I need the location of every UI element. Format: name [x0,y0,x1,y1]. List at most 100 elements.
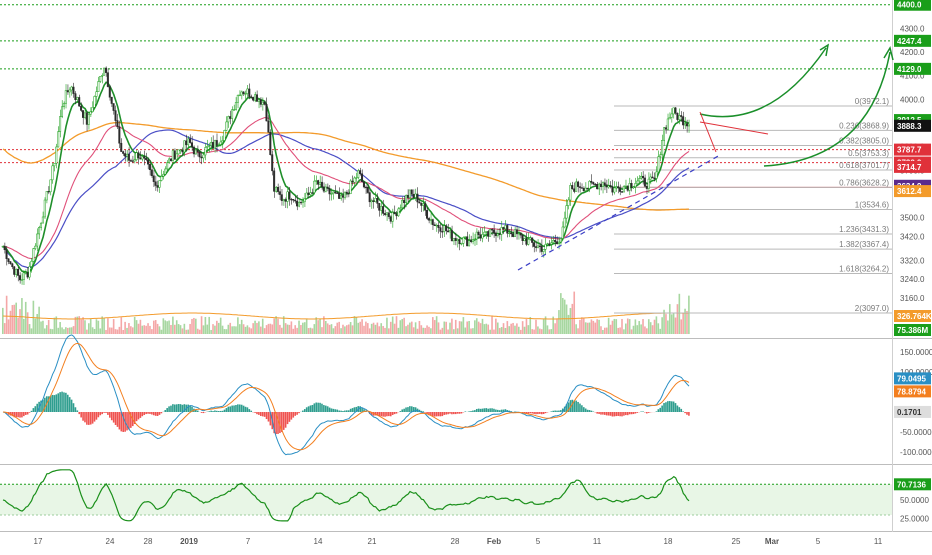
candle-body [342,195,344,197]
macd-histogram-bar [459,412,461,414]
candle-body [331,194,333,195]
macd-histogram-bar [256,412,258,414]
volume-bar [187,330,189,334]
volume-bar [69,328,71,334]
volume-bar [195,319,197,334]
candle-body [8,259,10,262]
macd-histogram-bar [212,411,214,412]
candle-body [443,226,445,232]
macd-histogram-bar [577,402,579,412]
candle-body [549,244,551,245]
candle-body [2,246,4,247]
volume-bar [312,328,314,334]
fib-label: 1.236(3431.3) [839,225,889,234]
volume-bar [386,318,388,334]
volume-bar [472,328,474,334]
candle-body [176,154,178,159]
candle-body [573,189,575,192]
macd-histogram-bar [96,412,98,420]
price-tag: 4247.4 [897,37,922,46]
volume-bar [677,304,679,334]
volume-bar [658,323,660,334]
volume-bar [528,325,530,334]
candle-body [77,97,79,99]
candle-body [409,190,411,198]
macd-histogram-bar [268,412,270,422]
macd-histogram-bar [117,412,119,427]
macd-histogram-bar [241,405,243,412]
macd-histogram-bar [449,412,451,414]
volume-bar [612,321,614,334]
candle-body [612,187,614,192]
macd-histogram-bar [380,412,382,416]
candle-body [426,210,428,218]
macd-histogram-bar [260,412,262,416]
volume-bar [642,319,644,334]
candle-body [224,130,226,140]
candle-body [122,152,124,154]
volume-bar [543,319,545,334]
macd-histogram-bar [99,412,101,415]
volume-bar [67,328,69,334]
candle-body [143,157,145,159]
candle-body [619,188,621,192]
candle-body [29,266,31,277]
candle-body [405,195,407,203]
macd-histogram-bar [658,409,660,412]
volume-bar [503,323,505,334]
candle-body [623,186,625,192]
candle-body [50,180,52,192]
candle-body [285,199,287,201]
macd-histogram-bar [581,405,583,412]
volume-bar [13,305,15,334]
volume-bar [644,326,646,334]
macd-histogram-bar [323,405,325,412]
volume-bar [17,318,19,334]
macd-histogram-bar [327,406,329,412]
candle-body [117,121,119,127]
candle-body [512,234,514,237]
macd-line [3,335,689,455]
candle-body [88,114,90,124]
candle-body [132,161,134,162]
candle-body [327,187,329,188]
macd-histogram-bar [220,411,222,412]
candle-body [463,237,465,243]
candle-body [631,183,633,187]
candle-body [531,238,533,243]
candle-body [378,203,380,210]
candle-body [682,117,684,125]
candle-body [228,116,230,121]
candle-body [411,190,413,194]
volume-bar [342,325,344,334]
candle-body [57,132,59,147]
macd-histogram-bar [224,410,226,412]
volume-bar [640,324,642,334]
volume-bar [220,318,222,334]
candle-body [145,158,147,159]
candle-body [48,191,50,192]
time-axis-label: Feb [487,537,501,546]
macd-histogram-bar [661,406,663,412]
fib-layer: 0(3972.1)0.236(3868.9)0.382(3805.0)0.5(3… [614,97,892,313]
candle-body [572,185,574,188]
candle-body [528,239,530,244]
volume-bar [42,321,44,334]
candle-body [447,231,449,232]
candle-body [291,199,293,200]
volume-bar [319,319,321,334]
volume-bar [489,330,491,334]
macd-histogram-bar [75,407,77,412]
volume-bar [682,313,684,334]
candle-body [503,227,505,228]
volume-bar [407,325,409,334]
macd-histogram-bar [321,404,323,412]
candle-body [166,163,168,169]
candle-body [247,89,249,94]
candle-body [294,200,296,201]
macd-histogram-bar [348,410,350,412]
candle-body [652,177,654,178]
macd-histogram-bar [550,411,552,412]
candle-body [54,163,56,166]
candle-body [654,178,656,179]
